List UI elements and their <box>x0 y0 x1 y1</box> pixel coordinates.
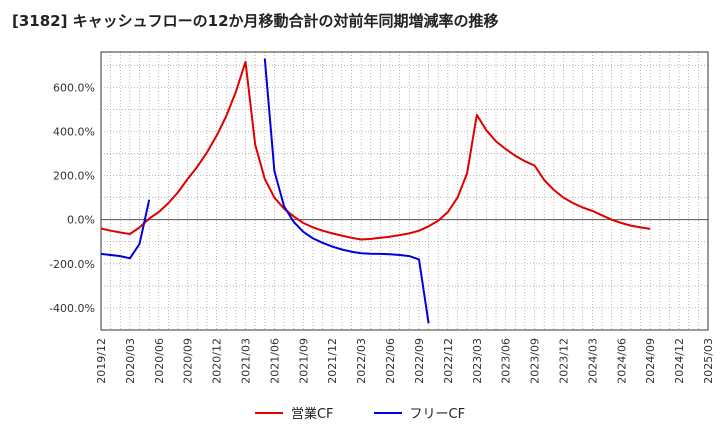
legend-item-free-cf: フリーCF <box>373 403 466 422</box>
x-tick-label: 2022/03 <box>355 338 368 384</box>
legend-label-free-cf: フリーCF <box>409 407 466 422</box>
y-tick-label: 600.0% <box>53 81 95 94</box>
legend-swatch-free-cf <box>373 411 402 414</box>
x-tick-label: 2024/12 <box>673 338 686 384</box>
plot-area <box>101 52 708 330</box>
plot-frame <box>100 51 709 331</box>
y-tick-label: -400.0% <box>49 302 95 315</box>
legend-label-operating-cf: 営業CF <box>290 407 334 422</box>
x-tick-label: 2023/06 <box>500 338 513 384</box>
y-tick-label: 400.0% <box>53 125 95 138</box>
x-tick-label: 2022/09 <box>413 338 426 384</box>
x-tick-label: 2024/09 <box>644 338 657 384</box>
legend-item-operating-cf: 営業CF <box>254 403 334 422</box>
y-tick-label: 200.0% <box>53 170 95 183</box>
x-tick-label: 2023/09 <box>529 338 542 384</box>
series-line-free-cf-2 <box>263 58 430 324</box>
x-tick-label: 2019/12 <box>95 338 108 384</box>
x-tick-label: 2020/06 <box>153 338 166 384</box>
x-tick-label: 2021/12 <box>326 338 339 384</box>
x-tick-label: 2022/12 <box>442 338 455 384</box>
series-line-free-cf <box>100 199 151 260</box>
series-line-operating-cf <box>100 60 651 241</box>
chart-title: [3182] キャッシュフローの12か月移動合計の対前年同期増減率の推移 <box>12 12 499 30</box>
x-tick-label: 2020/09 <box>182 338 195 384</box>
x-tick-label: 2021/03 <box>240 338 253 384</box>
y-tick-label: -200.0% <box>49 258 95 271</box>
x-tick-label: 2024/06 <box>615 338 628 384</box>
x-tick-label: 2021/06 <box>268 338 281 384</box>
y-tick-label: 0.0% <box>67 214 95 227</box>
x-tick-label: 2021/09 <box>297 338 310 384</box>
x-tick-label: 2020/03 <box>124 338 137 384</box>
x-tick-label: 2022/06 <box>384 338 397 384</box>
x-tick-label: 2024/03 <box>586 338 599 384</box>
x-tick-label: 2025/03 <box>702 338 715 384</box>
legend: 営業CF フリーCF <box>0 403 720 422</box>
x-tick-label: 2020/12 <box>211 338 224 384</box>
legend-swatch-operating-cf <box>254 411 283 414</box>
x-tick-label: 2023/12 <box>557 338 570 384</box>
x-tick-label: 2023/03 <box>471 338 484 384</box>
